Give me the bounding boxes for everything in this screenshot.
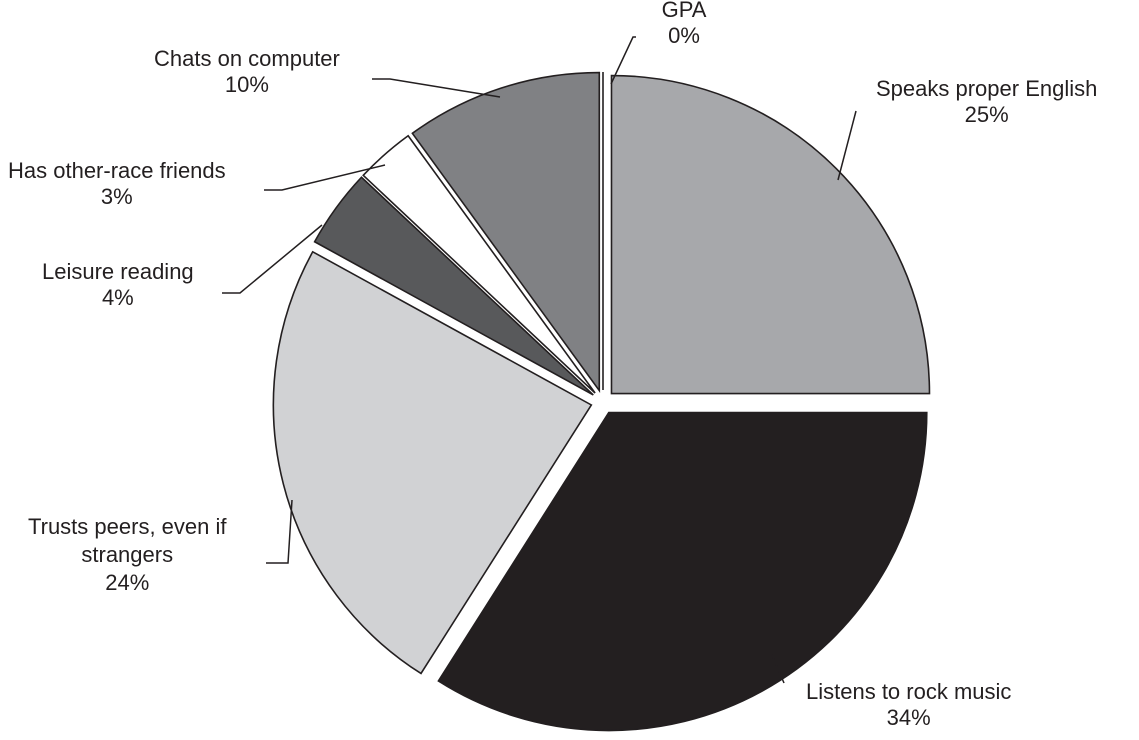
- slice-label-trusts-peers-even-if-strangers: Trusts peers, even if strangers 24%: [28, 499, 293, 595]
- leader-line-chats-on-computer: [372, 78, 501, 98]
- pie-slice-leisure-reading: [313, 176, 594, 396]
- pie-slice-speaks-proper-english: [610, 74, 931, 395]
- slice-value-label: 10%: [225, 72, 269, 97]
- leader-line-listens-to-rock-music: [771, 654, 785, 684]
- slice-name-label: Has other-race friends: [8, 158, 226, 183]
- slice-value-label: 4%: [102, 285, 134, 310]
- leader-line-gpa: [610, 36, 636, 85]
- slice-name-label: GPA: [662, 0, 707, 22]
- pie-slices: [272, 71, 931, 732]
- slice-name-label: Listens to rock music: [806, 679, 1011, 704]
- slice-value-label: 3%: [101, 184, 133, 209]
- slice-name-label: strangers: [81, 542, 173, 567]
- pie-slice-trusts-peers-even-if-strangers: [272, 250, 593, 675]
- leader-line-trusts-peers-even-if-strangers: [266, 499, 293, 564]
- leader-line-leisure-reading: [222, 224, 323, 294]
- slice-value-label: 24%: [105, 570, 149, 595]
- pie-slice-listens-to-rock-music: [437, 411, 928, 732]
- pie-slice-has-other-race-friends: [362, 134, 596, 394]
- slice-value-label: 0%: [668, 23, 700, 48]
- slice-value-label: 25%: [965, 102, 1009, 127]
- leader-line-has-other-race-friends: [264, 164, 386, 191]
- slice-name-label: Trusts peers, even if: [28, 514, 227, 539]
- slice-value-label: 34%: [887, 705, 931, 730]
- slice-name-label: Speaks proper English: [876, 76, 1097, 101]
- leader-line-speaks-proper-english: [837, 110, 857, 181]
- slice-name-label: Leisure reading: [42, 259, 194, 284]
- pie-slice-chats-on-computer: [411, 71, 601, 394]
- slice-name-label: Chats on computer: [154, 46, 340, 71]
